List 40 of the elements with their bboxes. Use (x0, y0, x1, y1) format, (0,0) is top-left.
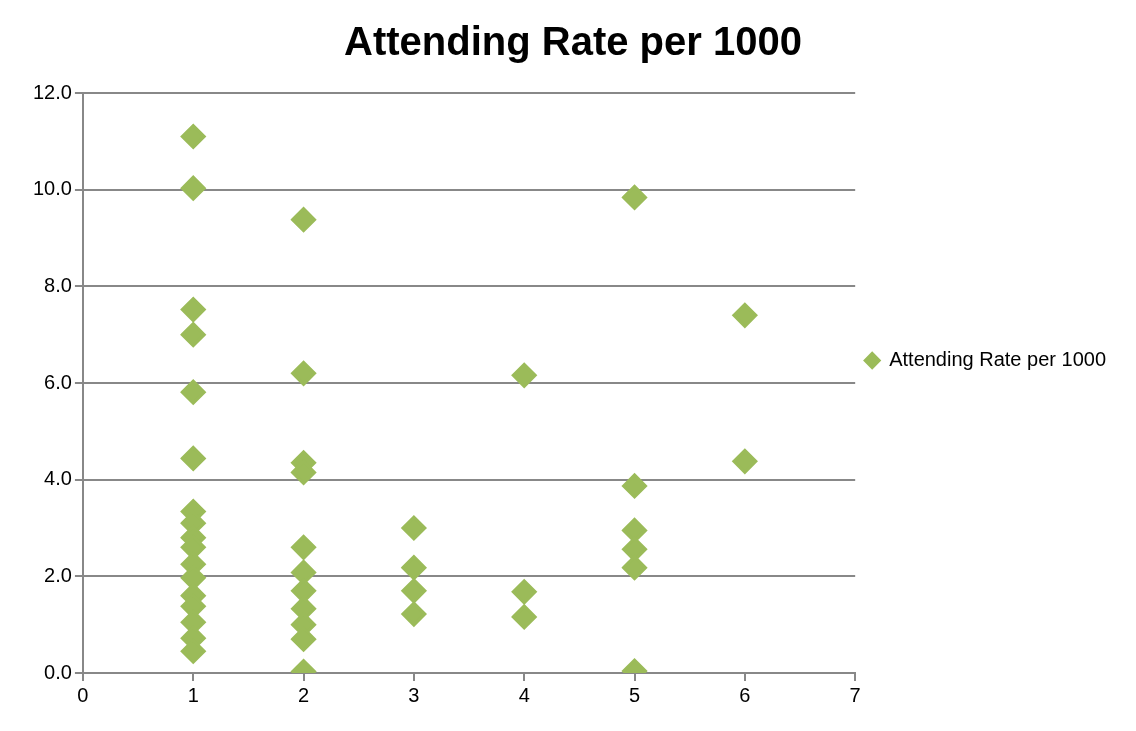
x-tick-label: 5 (628, 683, 641, 706)
y-tick-label: 2.0 (44, 563, 72, 586)
point (180, 175, 206, 201)
y-tick-label: 6.0 (44, 370, 72, 393)
point (180, 124, 206, 149)
x-tick-label: 3 (408, 683, 420, 706)
point (622, 184, 648, 210)
legend-label: Attending Rate per 1000 (889, 348, 1106, 371)
point (732, 302, 758, 328)
point (622, 517, 648, 543)
y-tick-label: 10.0 (32, 177, 72, 200)
point (511, 579, 537, 605)
point (180, 322, 206, 348)
x-tick-label: 4 (518, 683, 530, 706)
point (291, 559, 317, 585)
point (401, 601, 427, 627)
point (622, 555, 648, 581)
point (401, 515, 427, 541)
y-tick-label: 4.0 (44, 467, 72, 490)
chart-title: Attending Rate per 1000 (344, 19, 802, 64)
x-tick-label: 2 (298, 683, 310, 706)
x-tick-label: 1 (187, 683, 199, 706)
point (732, 448, 758, 474)
point (180, 379, 206, 405)
point (401, 578, 427, 604)
point (291, 207, 317, 233)
x-tick-label: 6 (739, 683, 751, 706)
x-tick-label: 0 (77, 683, 89, 706)
point (291, 534, 317, 560)
y-tick-label: 0.0 (44, 660, 72, 683)
point (291, 360, 317, 386)
point (180, 445, 206, 471)
point (401, 555, 427, 581)
y-tick-label: 12.0 (32, 80, 72, 103)
point (180, 297, 206, 323)
point (511, 604, 537, 630)
point (622, 473, 648, 499)
y-tick-label: 8.0 (44, 273, 72, 296)
x-tick-label: 7 (849, 683, 861, 706)
point (511, 362, 537, 388)
